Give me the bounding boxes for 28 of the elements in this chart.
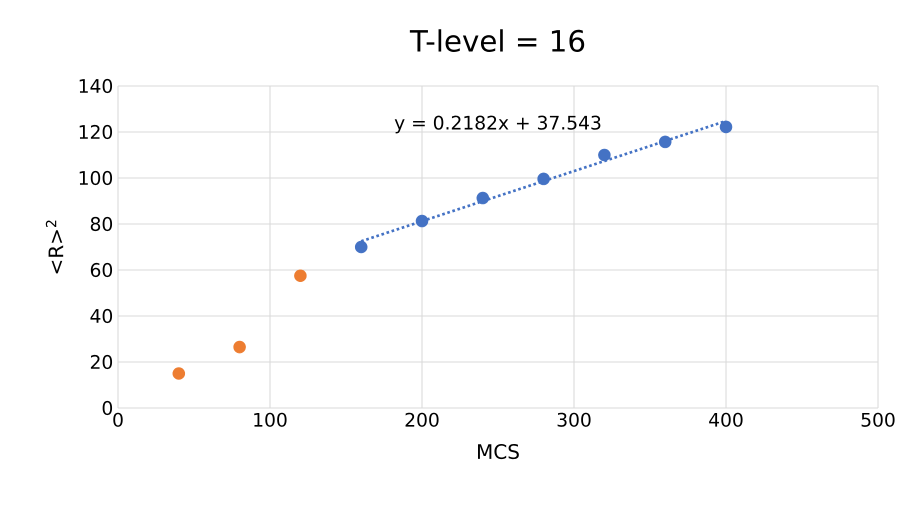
y-tick-label: 80 [90, 216, 112, 232]
point [354, 240, 368, 254]
y-tick-label: 120 [80, 124, 112, 140]
point [537, 172, 550, 186]
point [172, 367, 186, 380]
y-axis-title: <R>$^{2}$ [46, 220, 64, 274]
x-tick-label: 500 [862, 412, 895, 427]
y-tick-label: 60 [90, 262, 112, 278]
point [598, 148, 611, 162]
x-tick-label: 100 [254, 412, 287, 427]
point [658, 136, 672, 148]
point [476, 192, 490, 204]
point [720, 120, 732, 134]
y-tick-label: 0 [102, 400, 112, 416]
annotation: y = 0.2182x + 37.543 [394, 116, 600, 134]
point [416, 214, 428, 228]
x-axis-title: MCS [478, 444, 519, 460]
x-tick-label: 0 [113, 412, 123, 427]
y-tick-label: 40 [90, 308, 112, 324]
chart-title: T-level = 16 [410, 29, 584, 52]
y-tick-label: 20 [90, 354, 112, 370]
y-tick-label: 140 [80, 78, 112, 94]
y-tick-label: 100 [80, 170, 112, 186]
point [294, 269, 307, 282]
x-tick-label: 200 [406, 412, 439, 427]
point [233, 340, 246, 354]
x-tick-label: 400 [709, 412, 743, 427]
x-tick-label: 300 [558, 412, 591, 427]
